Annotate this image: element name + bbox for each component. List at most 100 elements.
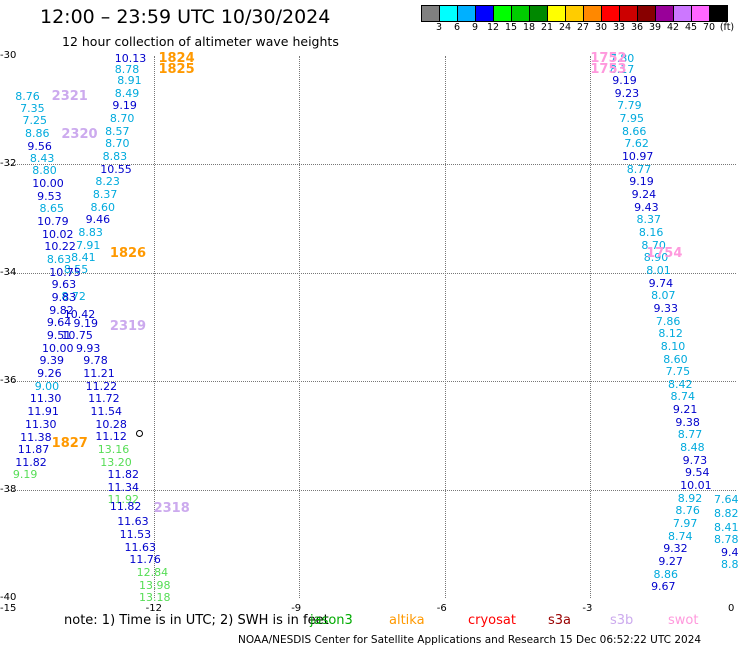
wave-height-value: 10.55 (100, 162, 132, 176)
wave-height-value: 8.23 (95, 175, 120, 189)
wave-height-value: 10.75 (61, 329, 93, 343)
pass-time-label: 1826 (109, 245, 147, 261)
colorbar-swatch (566, 6, 584, 21)
wave-height-value: 7.80 (609, 51, 635, 65)
satellite-legend-swot: swot (668, 613, 699, 628)
wave-height-value: 8.48 (680, 440, 705, 454)
wave-height-value: 11.54 (90, 405, 123, 419)
wave-height-value: 8.55 (63, 263, 89, 277)
colorbar-swatch (512, 6, 530, 21)
colorbar-swatch (584, 6, 602, 21)
wave-height-value: 8.60 (663, 352, 688, 366)
latitude-tick-label: -40 (0, 592, 17, 603)
wave-height-value: 7.62 (624, 137, 649, 151)
latitude-tick-label: -30 (0, 50, 17, 61)
wave-height-value: 9.19 (629, 175, 654, 189)
colorbar-swatch (674, 6, 692, 21)
wave-height-value: 9.73 (682, 453, 708, 467)
wave-height-value: 13.20 (100, 455, 132, 469)
wave-height-value: 11.38 (20, 431, 52, 445)
wave-height-value: 11.12 (95, 430, 127, 444)
colorbar-swatch (548, 6, 566, 21)
wave-height-value: 8.77 (626, 162, 652, 176)
wave-height-value: 8.41 (714, 520, 739, 534)
colorbar-tick-label: 27 (576, 22, 590, 33)
wave-height-value: 9.38 (675, 415, 700, 429)
wave-height-value: 11.72 (88, 392, 120, 406)
wave-height-value: 11.82 (15, 455, 47, 469)
colorbar-tick-label: 70 (702, 22, 716, 33)
colorbar-tick-label: (ft) (719, 22, 735, 33)
wave-height-value: 10.00 (32, 177, 64, 191)
grid-line-horizontal (8, 381, 736, 383)
colorbar-swatch (620, 6, 638, 21)
position-marker-icon (136, 430, 143, 437)
wave-height-value: 10.28 (95, 417, 127, 431)
colorbar-tick-label: 12 (486, 22, 500, 33)
wave-height-value: 8.77 (677, 428, 703, 442)
longitude-tick-label: -15 (0, 603, 17, 614)
wave-height-value: 8.01 (646, 264, 671, 278)
satellite-legend-jason3: jason3 (310, 613, 353, 628)
wave-height-value: 8.86 (653, 567, 678, 581)
wave-height-value: 9.19 (73, 317, 99, 331)
wave-height-value: 8.12 (658, 327, 683, 341)
wave-height-value: 8.60 (90, 200, 116, 214)
wave-height-value: 10.97 (621, 150, 654, 164)
satellite-legend-s3a: s3a (548, 613, 572, 628)
wave-height-value: 7.75 (665, 364, 691, 378)
wave-height-value: 9.39 (39, 354, 65, 368)
wave-height-value: 8.76 (675, 504, 700, 518)
wave-height-value: 7.25 (22, 114, 48, 128)
latitude-tick-label: -38 (0, 483, 17, 495)
wave-height-value: 9.51 (46, 329, 72, 343)
wave-height-value: 9.00 (34, 379, 60, 393)
wave-height-value: 9.56 (27, 139, 52, 153)
wave-height-value: 9.23 (614, 86, 640, 100)
wave-height-value: 8.42 (668, 377, 693, 391)
pass-time-label: 2321 (51, 88, 88, 104)
colorbar-swatch (602, 6, 620, 21)
wave-height-value: 9.19 (612, 74, 637, 88)
wave-height-value: 11.30 (24, 417, 57, 431)
colorbar-tick-label: 36 (630, 22, 644, 33)
wave-height-value: 8.80 (32, 164, 57, 178)
wave-height-value: 10.02 (41, 227, 74, 241)
colorbar-tick-label: 33 (612, 22, 626, 33)
colorbar-tick-label: 30 (594, 22, 608, 33)
wave-height-value: 7.64 (714, 493, 739, 507)
wave-height-value: 9.74 (648, 276, 674, 290)
wave-height-value: 10.01 (680, 478, 712, 492)
colorbar-tick-label: 15 (504, 22, 518, 33)
wave-height-value: 11.82 (107, 467, 139, 481)
grid-line-horizontal (8, 164, 736, 166)
wave-height-value: 8.16 (638, 226, 664, 240)
pass-time-label: 1752 (590, 50, 627, 66)
note-text: note: 1) Time is in UTC; 2) SWH is in fe… (64, 613, 329, 628)
wave-height-value: 13.18 (139, 591, 171, 604)
wave-height-value: 10.00 (41, 341, 74, 355)
wave-height-value: 8.83 (102, 150, 128, 164)
colorbar-tick-label: 9 (471, 22, 479, 33)
wave-height-value: 9.67 (651, 580, 676, 594)
wave-height-value: 8.70 (105, 137, 130, 151)
wave-height-value: 9.24 (631, 188, 657, 202)
wave-height-value: 9.63 (51, 278, 77, 292)
longitude-tick-label: -9 (291, 603, 302, 614)
wave-height-value: 8.92 (677, 491, 703, 505)
grid-line-horizontal (8, 489, 736, 491)
wave-height-value: 8.76 (15, 89, 40, 103)
wave-height-value: 11.21 (83, 367, 115, 381)
wave-height-value: 9.26 (37, 367, 62, 381)
wave-height-value: 10.22 (44, 240, 76, 254)
wave-height-value: 9.21 (672, 402, 698, 416)
wave-height-value: 11.63 (124, 540, 156, 554)
wave-height-value: 7.95 (619, 112, 645, 126)
satellite-legend-cryosat: cryosat (468, 613, 516, 628)
longitude-tick-label: -3 (582, 603, 593, 614)
wave-height-value: 8.90 (643, 251, 669, 265)
wave-height-value: 8.49 (114, 86, 140, 100)
wave-height-value: 11.91 (27, 405, 59, 419)
wave-height-value: 9.4 (721, 546, 739, 559)
colorbar-swatch (422, 6, 440, 21)
